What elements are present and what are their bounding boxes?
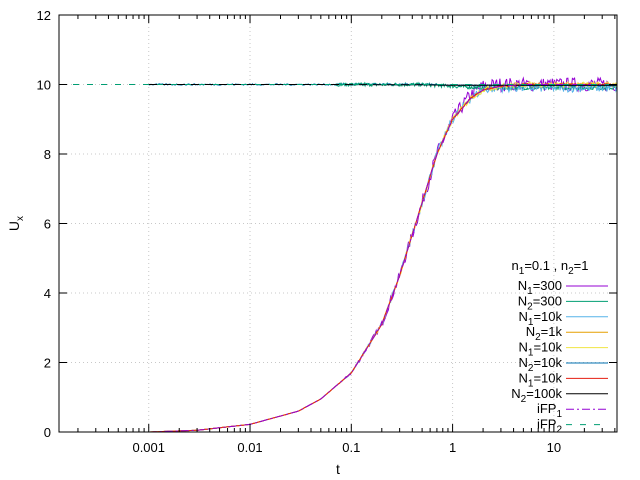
x-tick-label: 10	[547, 440, 561, 455]
legend-entry: N1=10k	[518, 309, 608, 328]
legend-label: N1=10k	[518, 370, 562, 389]
axis-ticks	[59, 14, 617, 433]
x-tick-label: 0.01	[237, 440, 262, 455]
x-axis-label: t	[336, 461, 340, 477]
legend-entry: N2=100k	[511, 386, 608, 405]
legend-label: N2=300	[518, 293, 562, 312]
y-tick-label: 4	[44, 286, 51, 301]
legend-label: N2=10k	[518, 355, 562, 374]
legend-entry: iFP2	[537, 417, 608, 436]
y-axis-label-main: U	[6, 221, 22, 231]
legend-label: iFP2	[537, 417, 563, 436]
y-tick-label: 10	[37, 78, 51, 93]
legend-entry: N1=300	[518, 278, 608, 297]
legend-title-part: n	[512, 258, 519, 273]
legend-entry: N2=10k	[518, 355, 608, 374]
y-tick-label: 0	[44, 425, 51, 440]
legend-title-sub: 1	[519, 266, 525, 277]
legend-entry: N2=300	[518, 293, 608, 312]
y-tick-labels: 0 2 4 6 8 10 12	[37, 8, 51, 440]
series-line-1	[335, 81, 618, 92]
legend-entry: N1=10k	[518, 340, 608, 359]
legend-title-part: n	[561, 258, 568, 273]
y-tick-label: 2	[44, 356, 51, 371]
legend: n1=0.1 , n2=1 N1=300N2=300N1=10kN2=1kN1=…	[511, 258, 608, 436]
legend-label: N2=1k	[526, 324, 563, 343]
legend-entry: iFP1	[537, 401, 608, 420]
y-tick-label: 8	[44, 147, 51, 162]
legend-label: N1=10k	[518, 309, 562, 328]
legend-entry: N1=10k	[518, 370, 608, 389]
legend-label: N2=100k	[511, 386, 562, 405]
y-axis-label: Ux	[6, 216, 26, 231]
legend-entry: N2=1k	[526, 324, 608, 343]
x-tick-label: 1	[449, 440, 456, 455]
legend-label: N1=10k	[518, 340, 562, 359]
series-lines	[59, 76, 618, 433]
legend-label: N1=300	[518, 278, 562, 297]
legend-label: iFP1	[537, 401, 563, 420]
y-tick-label: 6	[44, 217, 51, 232]
legend-title-sub: 2	[568, 266, 574, 277]
legend-title-rest: =1	[574, 258, 589, 273]
legend-title-rest: =0.1 ,	[524, 258, 561, 273]
y-axis-label-sub: x	[15, 216, 26, 221]
legend-title: n1=0.1 , n2=1	[512, 258, 589, 277]
y-tick-label: 12	[37, 8, 51, 23]
series-line-8	[148, 84, 617, 433]
legend-entries: N1=300N2=300N1=10kN2=1kN1=10kN2=10kN1=10…	[511, 278, 608, 436]
x-tick-label: 0.1	[342, 440, 360, 455]
x-tick-label: 0.001	[132, 440, 165, 455]
x-tick-labels: 0.001 0.01 0.1 1 10	[132, 440, 561, 455]
